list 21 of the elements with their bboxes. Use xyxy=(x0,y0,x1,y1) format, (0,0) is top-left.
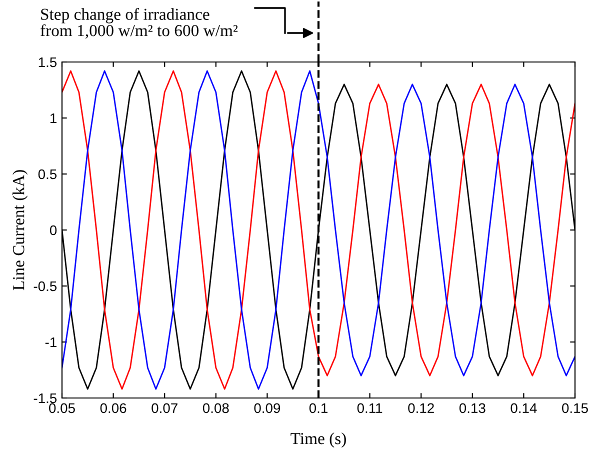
x-tick-label: 0.11 xyxy=(357,403,382,414)
y-tick-label: 0.5 xyxy=(38,169,57,180)
y-tick-label: 1.5 xyxy=(38,57,57,68)
text: Step change of irradiance from 1,000 w/m² to 600 w/m² xyxy=(40,8,238,39)
y-tick-label: -1 xyxy=(45,337,56,348)
x-tick-label: 0.14 xyxy=(510,403,537,414)
x-tick-label: 0.1 xyxy=(309,403,328,414)
x-tick-label: 0.08 xyxy=(202,403,229,414)
y-tick-label: 0 xyxy=(50,225,57,236)
x-tick-label: 0.06 xyxy=(100,403,126,414)
x-tick-label: 0.13 xyxy=(459,403,486,414)
x-tick-label: 0.05 xyxy=(49,403,75,414)
x-tick-label: 0.15 xyxy=(562,403,588,414)
x-tick-label: 0.12 xyxy=(408,403,434,414)
x-tick-label: 0.09 xyxy=(254,403,280,414)
y-tick-label: -0.5 xyxy=(34,281,57,292)
y-axis-title: Line Current (kA) xyxy=(12,170,28,290)
y-tick-label: 1 xyxy=(50,113,56,124)
y-tick-label: -1.5 xyxy=(34,393,57,404)
x-tick-label: 0.07 xyxy=(152,403,178,414)
x-axis-title: Time (s) xyxy=(290,432,346,448)
